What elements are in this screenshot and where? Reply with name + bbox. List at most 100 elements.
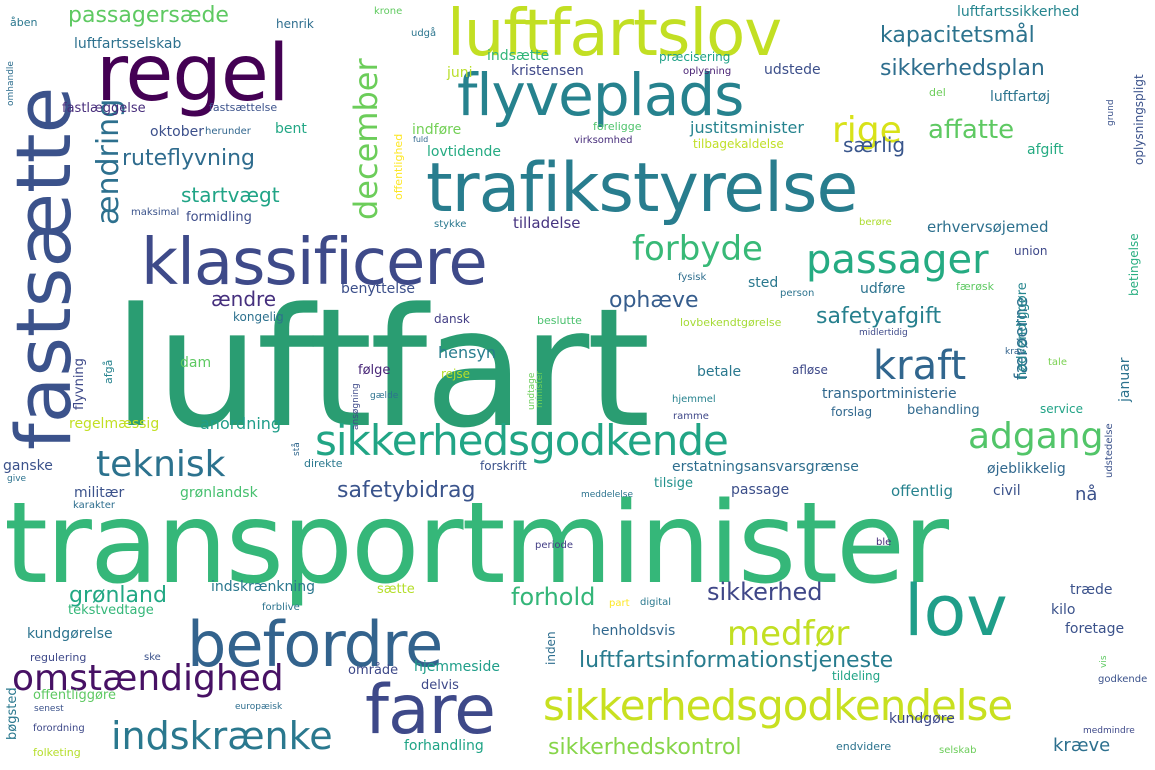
word-meddelelse: meddelelse [581,490,634,500]
word-kilo: kilo [1051,602,1076,618]
word-aaben: åben [10,16,38,29]
word-hensyn: hensyn [438,343,497,362]
word-henrik: henrik [276,17,314,31]
word-civil: civil [993,483,1021,499]
word-erhvervsoejemed: erhvervsøjemed [927,218,1049,236]
word-luftfartsselskab: luftfartsselskab [74,36,182,52]
word-noedvendiggoere: nødvendiggøre [1015,282,1030,380]
word-erstatningsansvarsgraense: erstatningsansvarsgrænse [672,459,859,475]
word-ganske: ganske [3,458,53,474]
word-herunder: herunder [205,126,251,137]
word-fastlaeggelse: fastlæggelse [62,101,146,116]
word-affatte: affatte [928,115,1015,145]
word-anordning: anordning [200,414,282,433]
word-ble: ble [876,537,892,548]
word-kraeve: kræve [1053,735,1111,756]
word-midlertidig: midlertidig [859,328,908,338]
word-godkende: godkende [1098,674,1148,685]
word-selskab: selskab [939,745,977,756]
word-kongelig: kongelig [233,310,284,324]
word-teknisk: teknisk [96,444,226,485]
word-passagersaede: passagersæde [68,3,229,28]
word-beslutte: beslutte [537,314,582,327]
word-kundgoere: kundgøre [889,711,955,727]
word-forslag: forslag [831,405,873,419]
word-boegsted: bøgsted [5,687,20,740]
word-service: service [1040,402,1083,416]
word-fare: fare [365,671,496,750]
word-luftfartssikkerhed: luftfartssikkerhed [957,4,1080,20]
word-groenland: grønland [69,583,167,608]
word-hjemmeside: hjemmeside [414,659,500,675]
word-person: person [780,288,815,299]
word-sikkerhedskontrol: sikkerhedskontrol [548,735,742,760]
word-fastsaettelse: fastsættelse [209,101,278,114]
word-ramme: ramme [673,411,709,422]
word-ruteflyvning: ruteflyvning [122,146,256,171]
word-transportministerie: transportministerie [822,386,957,402]
word-naa: nå [1075,484,1098,505]
word-indsaette: indsætte [487,48,550,64]
word-indskraenkning: indskrænkning [211,579,316,595]
word-sted: sted [748,275,779,291]
word-passager: passager [806,237,989,283]
word-forhold: forhold [511,583,596,611]
word-dansk: dansk [434,312,470,326]
word-tilbagekaldelse: tilbagekaldelse [693,137,784,151]
word-traede: træde [1070,582,1113,598]
word-oplysningspligt: oplysningspligt [1132,74,1146,165]
word-europaeisk: europæisk [235,702,283,712]
word-passage: passage [731,482,790,498]
word-oplysning: oplysning [683,66,732,77]
word-sikkerhedsplan: sikkerhedsplan [880,56,1045,81]
word-rejse: rejse [441,367,471,381]
word-offentlig: offentlig [891,482,953,500]
word-part: part [609,598,630,609]
word-staa: stå [292,442,302,456]
word-tekstvedtage: tekstvedtage [68,603,154,618]
word-omstaendighed: omstændighed [12,658,284,699]
word-regulering: regulering [30,651,87,664]
word-sikkerhed: sikkerhed [707,578,823,606]
word-forskrift: forskrift [480,459,527,473]
word-del: del [929,86,946,99]
word-bent: bent [275,121,307,137]
word-krone: krone [374,6,403,17]
word-inden: inden [544,631,558,665]
word-safetybidrag: safetybidrag [337,478,476,503]
word-krav: krav [1005,347,1025,357]
word-flyveplads: flyveplads [457,61,744,129]
word-fysisk: fysisk [678,272,707,283]
word-afgift: afgift [1027,142,1064,158]
word-lov: lov [904,570,1008,652]
word-medmindre: medmindre [1083,726,1135,736]
word-lovtidende: lovtidende [427,144,501,160]
word-ansoegning: ansøgning [351,383,361,430]
word-direkte: direkte [304,457,343,470]
word-kapacitetsmaal: kapacitetsmål [880,23,1035,48]
word-minister: minister [535,371,545,408]
word-sikkerhedsgodkende: sikkerhedsgodkende [315,416,729,465]
word-afgaa: afgå [102,359,115,384]
word-kraft: kraft [873,343,967,389]
word-betale: betale [697,364,742,380]
word-virksomhed: virksomhed [574,135,633,146]
word-forhandling: forhandling [404,738,484,754]
word-formidling: formidling [186,210,252,225]
word-faeroesk: færøsk [956,280,995,293]
word-juni: juni [447,65,473,81]
word-startvaegt: startvægt [181,183,280,207]
word-senest: senest [34,704,64,714]
word-betingelse: betingelse [1127,233,1141,296]
word-luftfart: luftfart [113,273,651,464]
word-december: december [347,58,385,220]
word-vis: vis [1099,655,1109,668]
word-udgaa: udgå [411,28,437,39]
word-oktober: oktober [150,124,204,140]
word-ske: ske [144,652,161,663]
word-grund: grund [1106,99,1116,126]
word-kundgoerelse: kundgørelse [27,626,113,642]
word-klassificere: klassificere [141,226,488,300]
word-benyttelse: benyttelse [341,281,416,297]
